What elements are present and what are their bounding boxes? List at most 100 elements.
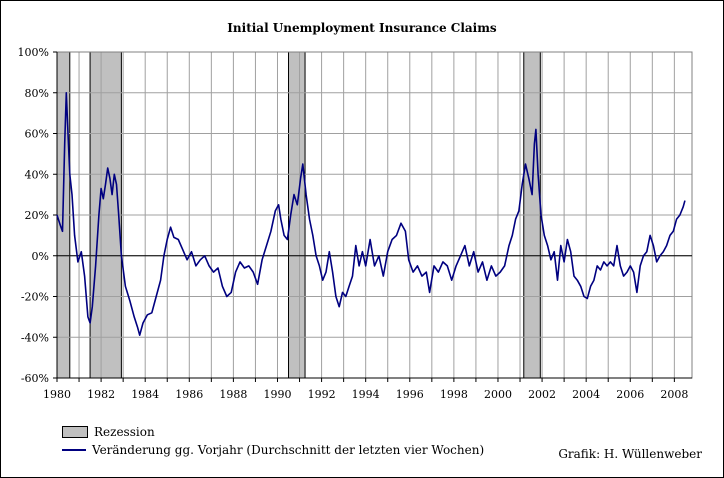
data-point [396,234,397,236]
data-point [560,245,562,246]
data-point [309,218,310,220]
data-point [280,218,282,220]
data-point [567,239,568,240]
data-point [425,271,427,273]
recession-swatch [62,426,88,438]
tick-labels: -60% -40% -20% 0% 20% 40% 60% 80% 100% 1980 1982 19… [18,46,689,401]
data-point [486,279,488,281]
data-point [91,306,93,308]
data-point [293,194,295,196]
legend-label-recession: Rezession [94,425,155,439]
data-point [626,271,628,273]
data-point [442,261,444,263]
data-point [521,184,523,185]
data-point [649,234,651,236]
x-tick-label: 1982 [87,388,115,401]
data-point [226,296,228,297]
data-point [525,163,526,165]
data-point [302,163,304,165]
data-point [537,173,539,175]
data-point [573,275,575,277]
data-point [429,292,431,293]
data-point [473,251,475,253]
data-point [248,265,250,267]
data-point [550,259,552,261]
data-point [446,265,448,267]
data-point [639,265,641,267]
data-point [257,283,259,285]
data-point [348,285,350,287]
credit-text: Grafik: H. Wüllenweber [558,447,702,461]
data-point [64,143,66,145]
data-point [239,261,241,263]
data-point [186,259,188,261]
data-point [98,214,100,216]
data-point [464,245,466,246]
data-point [95,265,96,267]
data-point [633,271,634,273]
data-point [511,234,513,236]
data-point [374,265,375,267]
legend: Rezession Veränderung gg. Vorjahr (Durch… [62,423,484,459]
y-tick-label: 20% [25,209,49,222]
data-point [684,200,686,202]
data-point [518,210,520,212]
data-point [616,245,618,246]
data-point [345,296,347,297]
data-point [676,218,677,220]
data-point [535,129,537,130]
data-point [151,312,153,314]
data-point [460,255,461,257]
data-point [682,206,684,208]
data-point [378,255,380,257]
data-point [468,265,470,267]
series-layer [56,92,686,336]
data-point [137,326,138,328]
data-point [77,261,79,263]
data-point [100,188,102,189]
y-tick-label: 100% [18,46,49,59]
data-point [74,234,76,236]
data-point [124,285,126,287]
y-tick-label: 0% [32,250,49,263]
y-tick-label: 60% [25,128,49,141]
data-point [600,269,601,271]
data-point [451,279,453,281]
data-point [116,184,117,185]
data-point [182,249,184,251]
data-point [580,285,582,287]
data-point [576,279,578,281]
data-point [155,296,157,297]
data-point [613,265,615,267]
data-point [129,300,131,301]
data-point [111,194,113,196]
data-point [662,251,664,253]
x-tick-label: 1986 [175,388,203,401]
data-point [404,230,406,232]
data-point [387,251,389,253]
data-point [666,245,668,246]
data-point [659,255,661,257]
data-point [603,261,605,263]
data-point [283,234,285,236]
data-point [596,265,598,267]
data-point [102,198,104,200]
data-point [270,230,272,232]
data-point [636,292,638,293]
data-point [669,234,671,236]
data-point [213,271,214,273]
data-point [499,271,501,273]
data-point [59,224,61,226]
data-point [139,334,141,336]
data-point [332,271,334,273]
data-point [235,271,236,273]
y-tick-label: -40% [21,331,49,344]
data-point [204,255,206,257]
data-point [274,210,276,212]
data-point [352,275,353,277]
data-point [400,222,402,224]
x-tick-label: 1988 [219,388,247,401]
data-point [146,314,148,316]
data-point [278,204,279,206]
data-point [515,218,517,220]
